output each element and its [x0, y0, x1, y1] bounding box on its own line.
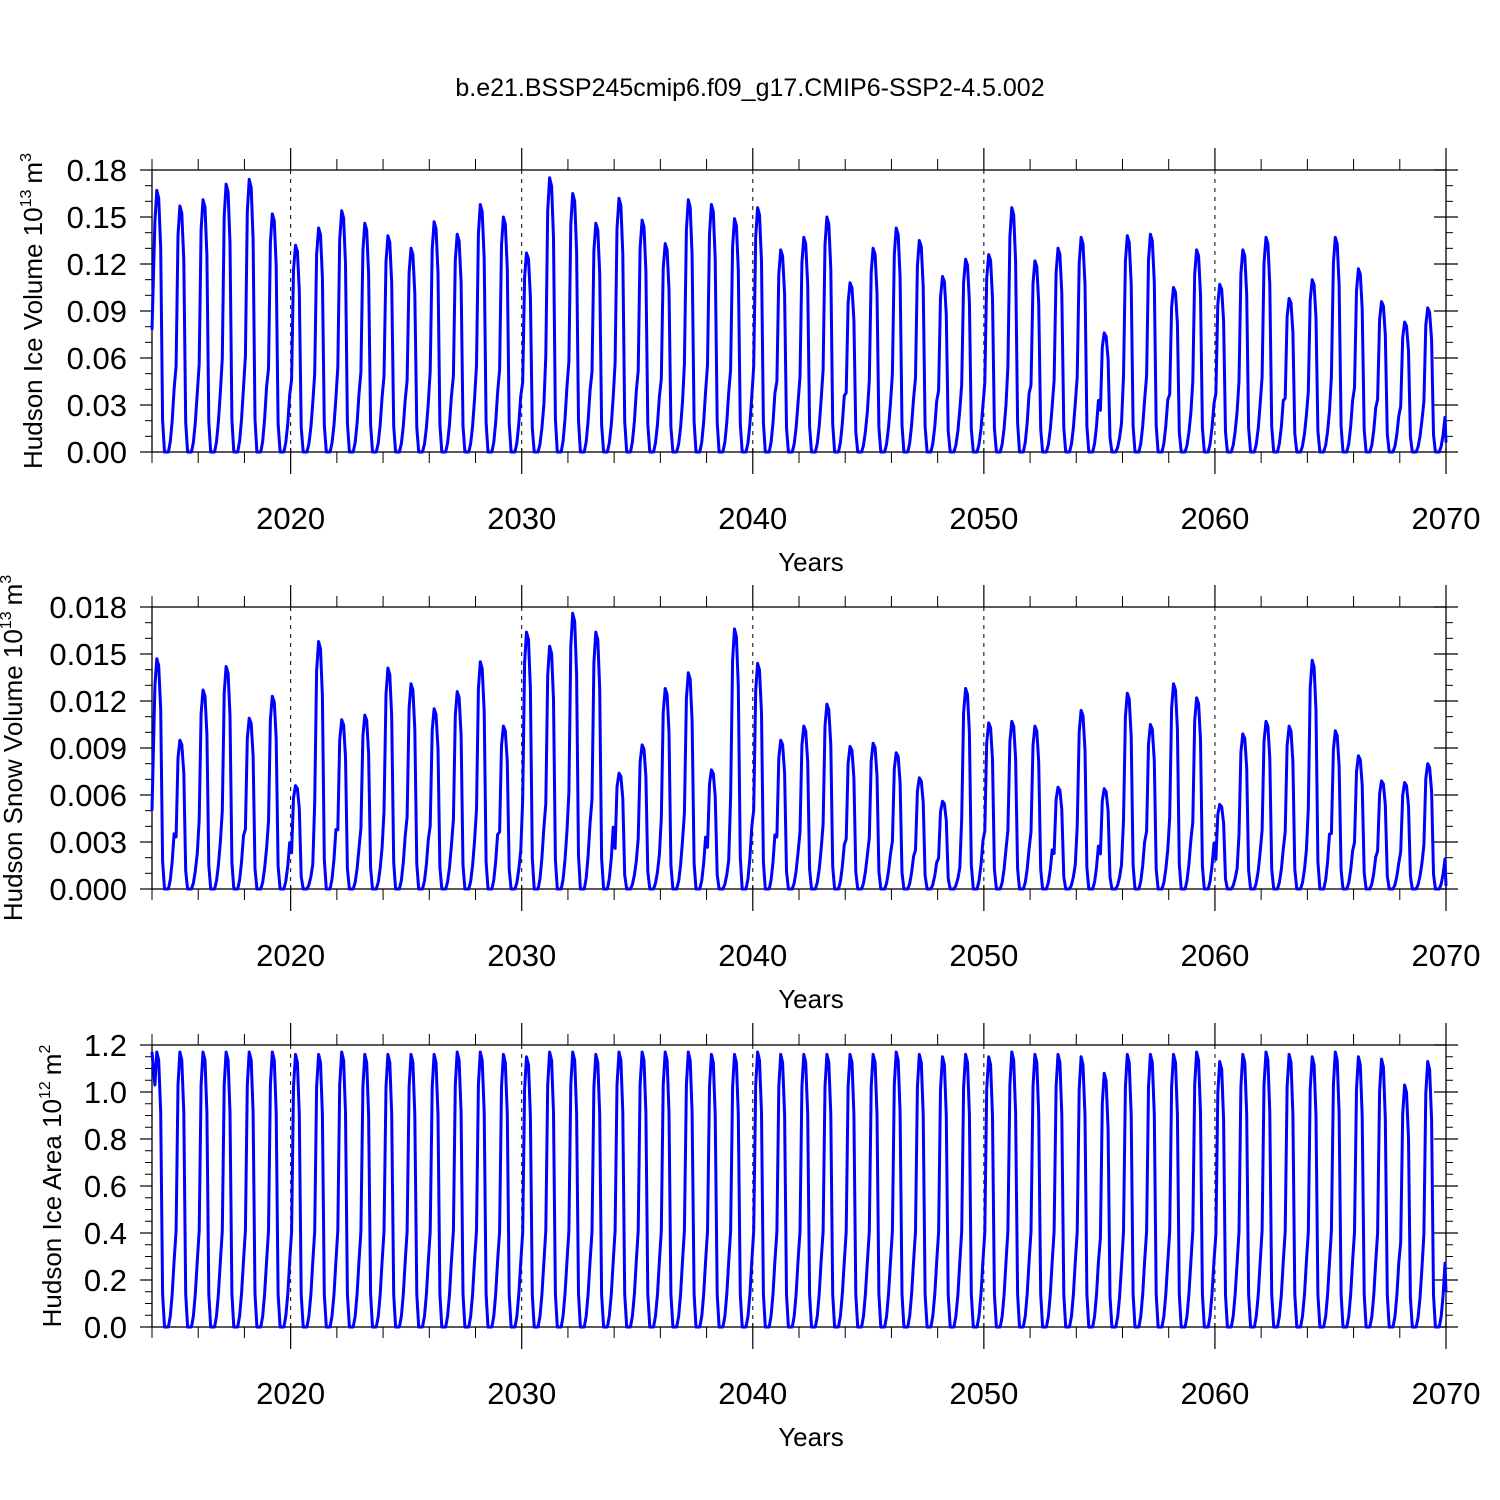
x-tick-label: 2050: [949, 1376, 1018, 1411]
x-tick-label: 2020: [256, 501, 325, 536]
y-tick-label: 0.0: [84, 1310, 127, 1345]
y-tick-label: 0.4: [84, 1216, 127, 1251]
x-axis-title: Years: [778, 1422, 844, 1452]
x-tick-label: 2030: [487, 1376, 556, 1411]
x-axis-title: Years: [778, 547, 844, 577]
y-axis-title-unit-exponent: 3: [0, 575, 15, 584]
y-tick-label: 0.8: [84, 1122, 127, 1157]
y-tick-label: 0.00: [67, 435, 127, 470]
y-tick-label: 0.015: [49, 637, 127, 672]
y-axis-title-exponent: 13: [18, 189, 35, 207]
x-tick-label: 2030: [487, 501, 556, 536]
y-tick-label: 0.003: [49, 825, 127, 860]
x-tick-label: 2050: [949, 501, 1018, 536]
x-tick-label: 2040: [718, 938, 787, 973]
y-tick-label: 0.06: [67, 341, 127, 376]
y-axis-title-exponent: 12: [37, 1081, 54, 1099]
y-tick-label: 0.09: [67, 294, 127, 329]
series-line: [150, 176, 1448, 454]
y-tick-label: 0.012: [49, 684, 127, 719]
x-tick-label: 2070: [1412, 1376, 1481, 1411]
y-axis-title-main: Hudson Snow Volume 10: [0, 629, 28, 921]
y-axis-title: Hudson Ice Volume 1013 m3: [18, 153, 48, 469]
x-tick-label: 2070: [1412, 501, 1481, 536]
y-tick-label: 0.15: [67, 200, 127, 235]
plot-panel-3: 0.0 0.2 0.4 0.6 0.8 1.0 1.2 2020 2030 2040 2050 206…: [37, 1023, 1480, 1452]
plot-panel-1: 0.00 0.03 0.06 0.09 0.12 0.15 0.18 2020 2030 2040…: [18, 148, 1480, 577]
y-tick-label: 0.009: [49, 731, 127, 766]
y-axis-title-main: Hudson Ice Volume 10: [18, 207, 48, 469]
y-tick-label: 0.006: [49, 778, 127, 813]
y-tick-label: 0.12: [67, 247, 127, 282]
x-tick-label: 2030: [487, 938, 556, 973]
y-axis-title-unit: m: [37, 1054, 67, 1076]
y-axis-title-main: Hudson Ice Area 10: [37, 1099, 67, 1327]
x-axis-title: Years: [778, 984, 844, 1014]
y-tick-label: 1.2: [84, 1028, 127, 1063]
y-tick-label: 0.18: [67, 153, 127, 188]
figure-title: b.e21.BSSP245cmip6.f09_g17.CMIP6-SSP2-4.…: [455, 74, 1044, 102]
x-tick-label: 2020: [256, 1376, 325, 1411]
y-tick-label: 0.03: [67, 388, 127, 423]
y-axis-title-unit: m: [18, 162, 48, 184]
y-tick-label: 0.6: [84, 1169, 127, 1204]
y-axis-title-unit-exponent: 2: [37, 1045, 54, 1054]
x-tick-label: 2060: [1180, 938, 1249, 973]
x-tick-label: 2040: [718, 501, 787, 536]
y-axis-title-unit-exponent: 3: [18, 153, 35, 162]
x-tick-label: 2020: [256, 938, 325, 973]
plot-panel-2: 0.000 0.003 0.006 0.009 0.012 0.015 0.018 2020 2…: [0, 575, 1480, 1014]
y-axis-title-unit: m: [0, 584, 28, 606]
x-tick-label: 2040: [718, 1376, 787, 1411]
y-tick-label: 0.2: [84, 1263, 127, 1298]
series-line: [150, 1050, 1448, 1329]
y-axis-title-exponent: 13: [0, 611, 15, 629]
y-tick-label: 0.018: [49, 590, 127, 625]
series-line: [150, 611, 1448, 891]
x-tick-label: 2060: [1180, 501, 1249, 536]
y-tick-label: 0.000: [49, 872, 127, 907]
x-tick-label: 2050: [949, 938, 1018, 973]
y-tick-label: 1.0: [84, 1075, 127, 1110]
y-axis-title: Hudson Ice Area 1012 m2: [37, 1045, 67, 1328]
y-axis-title: Hudson Snow Volume 1013 m3: [0, 575, 28, 921]
x-tick-label: 2070: [1412, 938, 1481, 973]
x-tick-label: 2060: [1180, 1376, 1249, 1411]
